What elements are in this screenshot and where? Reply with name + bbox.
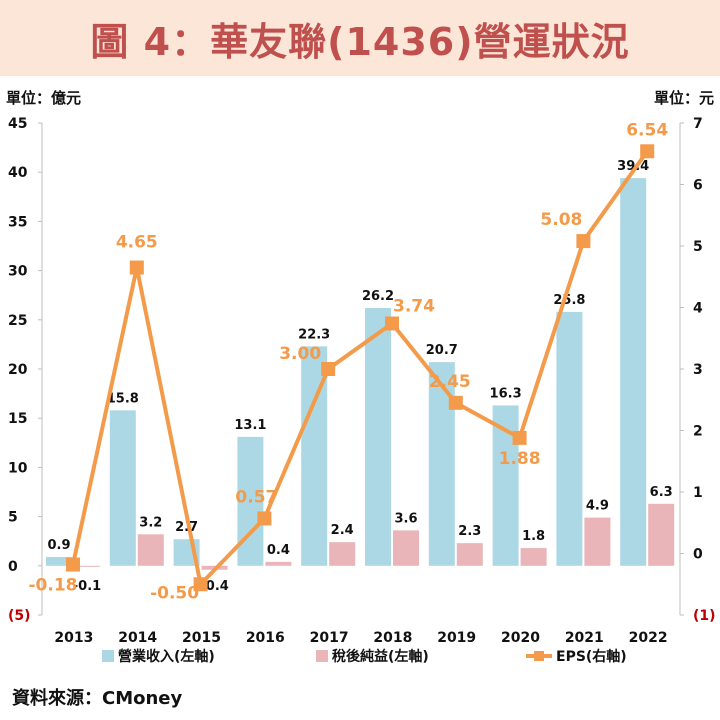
source-note: 資料來源：CMoney (12, 688, 183, 709)
net-income-bar (393, 530, 419, 566)
eps-marker (385, 316, 399, 331)
legend-revenue-swatch (102, 650, 114, 662)
eps-data-label: -0.18 (29, 576, 78, 596)
net-income-bar (648, 503, 675, 566)
eps-marker (257, 511, 272, 526)
x-tick-label: 2017 (310, 630, 349, 646)
right-tick-label: 0 (693, 547, 703, 563)
net-income-data-label: -0.1 (73, 579, 101, 594)
left-tick-label: 30 (8, 264, 28, 280)
left-tick-label: 10 (8, 460, 28, 476)
x-tick-label: 2016 (246, 630, 285, 646)
right-tick-label: (1) (693, 608, 716, 624)
left-tick-label: (5) (8, 608, 31, 624)
legend-net-income-label: 稅後純益(左軸) (332, 648, 429, 665)
revenue-data-label: 0.9 (47, 538, 70, 553)
legend-eps-label: EPS(右軸) (556, 648, 627, 665)
title-banner: 圖 4：華友聯(1436)營運狀況 (0, 0, 720, 76)
legend-net-income-swatch (316, 650, 328, 662)
net-income-data-label: 3.6 (394, 511, 417, 526)
eps-data-label: 3.74 (393, 296, 435, 316)
eps-data-label: 4.65 (116, 233, 158, 253)
net-income-data-label: 0.4 (267, 543, 290, 558)
eps-marker (448, 395, 463, 410)
eps-marker (129, 260, 144, 275)
net-income-bar (137, 534, 164, 566)
revenue-bar (109, 410, 136, 566)
legend-revenue-label: 營業收入(左軸) (118, 648, 215, 665)
net-income-bar (584, 517, 611, 566)
right-tick-label: 6 (693, 178, 703, 194)
net-income-data-label: 3.2 (139, 515, 162, 530)
net-income-data-label: 2.4 (331, 523, 354, 538)
revenue-data-label: 13.1 (234, 418, 266, 433)
x-tick-label: 2013 (54, 630, 93, 646)
eps-data-label: 1.88 (499, 449, 541, 469)
eps-marker (193, 577, 208, 592)
x-tick-label: 2019 (437, 630, 476, 646)
net-income-bar (265, 561, 292, 566)
revenue-bar (556, 311, 583, 566)
right-tick-label: 4 (693, 301, 703, 317)
revenue-bar (428, 362, 455, 566)
x-tick-label: 2015 (182, 630, 221, 646)
net-income-data-label: 4.9 (586, 499, 609, 514)
eps-marker (66, 557, 80, 572)
left-tick-label: 5 (8, 510, 18, 526)
net-income-bar (456, 543, 483, 566)
left-axis-unit: 單位：億元 (6, 89, 82, 107)
revenue-data-label: 25.8 (553, 293, 585, 308)
left-tick-label: 25 (8, 313, 27, 329)
revenue-data-label: 2.7 (175, 520, 198, 535)
net-income-bar (329, 542, 356, 566)
eps-data-label: 3.00 (279, 344, 321, 364)
eps-data-label: 2.45 (429, 372, 471, 392)
revenue-data-label: 15.8 (107, 391, 139, 406)
net-income-data-label: 6.3 (650, 485, 673, 500)
eps-marker (321, 362, 336, 376)
legend-eps-marker (534, 651, 544, 661)
revenue-bar (620, 178, 647, 566)
eps-marker (576, 234, 591, 249)
revenue-bar (46, 556, 72, 566)
net-income-data-label: 2.3 (458, 524, 481, 539)
left-tick-label: 20 (8, 362, 28, 378)
eps-data-label: 6.54 (626, 120, 668, 140)
eps-marker (640, 144, 655, 159)
left-tick-label: 0 (8, 559, 18, 575)
eps-data-label: -0.50 (150, 583, 199, 603)
x-tick-label: 2018 (373, 630, 412, 646)
net-income-bar (74, 565, 100, 567)
net-income-bar (520, 548, 547, 566)
eps-marker (512, 430, 527, 445)
x-tick-label: 2022 (629, 630, 668, 646)
x-tick-label: 2020 (501, 630, 540, 646)
right-axis-unit: 單位：元 (653, 89, 714, 107)
left-tick-label: 15 (8, 411, 27, 427)
right-tick-label: 1 (693, 485, 703, 501)
revenue-data-label: 26.2 (362, 289, 394, 304)
revenue-data-label: 20.7 (426, 343, 458, 358)
left-tick-label: 35 (8, 214, 27, 230)
revenue-data-label: 22.3 (298, 327, 330, 342)
x-tick-label: 2021 (565, 630, 604, 646)
eps-data-label: 5.08 (540, 210, 582, 230)
right-tick-label: 5 (693, 239, 703, 255)
right-tick-label: 7 (693, 116, 703, 132)
left-tick-label: 40 (8, 165, 28, 181)
net-income-data-label: 1.8 (522, 529, 545, 544)
revenue-bar (365, 307, 391, 566)
left-tick-label: 45 (8, 116, 27, 132)
right-tick-label: 2 (693, 424, 703, 440)
chart-title: 圖 4：華友聯(1436)營運狀況 (90, 19, 630, 64)
x-tick-label: 2014 (118, 630, 157, 646)
revenue-data-label: 16.3 (490, 386, 522, 401)
eps-line (71, 150, 649, 587)
eps-data-label: 0.57 (235, 487, 277, 507)
right-tick-label: 3 (693, 362, 703, 378)
